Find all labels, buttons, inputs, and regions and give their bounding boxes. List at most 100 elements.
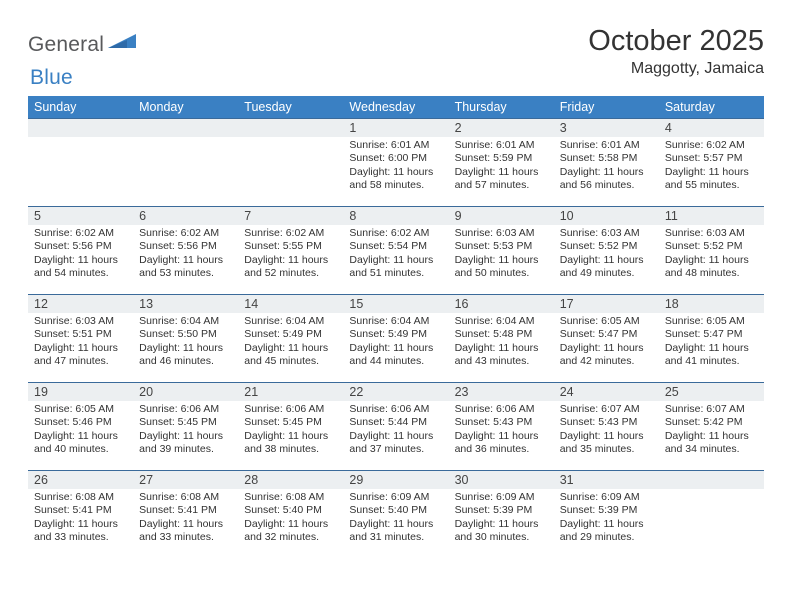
day-number: 12 [28,294,133,313]
calendar-day-cell: 10Sunrise: 6:03 AMSunset: 5:52 PMDayligh… [554,206,659,294]
sunset-line: Sunset: 5:43 PM [560,416,653,429]
sunset-line: Sunset: 5:49 PM [244,328,337,341]
daylight-line: Daylight: 11 hours and 34 minutes. [665,430,758,457]
daylight-line: Daylight: 11 hours and 55 minutes. [665,166,758,193]
daylight-line: Daylight: 11 hours and 51 minutes. [349,254,442,281]
sunset-line: Sunset: 5:45 PM [244,416,337,429]
calendar-table: SundayMondayTuesdayWednesdayThursdayFrid… [28,96,764,558]
sunset-line: Sunset: 5:56 PM [139,240,232,253]
logo: General [28,26,138,57]
calendar-day-cell: 23Sunrise: 6:06 AMSunset: 5:43 PMDayligh… [449,382,554,470]
sunrise-line: Sunrise: 6:07 AM [560,403,653,416]
calendar-day-cell: 22Sunrise: 6:06 AMSunset: 5:44 PMDayligh… [343,382,448,470]
day-number: 22 [343,382,448,401]
day-details: Sunrise: 6:08 AMSunset: 5:40 PMDaylight:… [238,489,343,547]
sunset-line: Sunset: 5:46 PM [34,416,127,429]
sunset-line: Sunset: 5:59 PM [455,152,548,165]
calendar-day-cell: 6Sunrise: 6:02 AMSunset: 5:56 PMDaylight… [133,206,238,294]
sunset-line: Sunset: 5:44 PM [349,416,442,429]
sunrise-line: Sunrise: 6:04 AM [244,315,337,328]
day-details: Sunrise: 6:06 AMSunset: 5:44 PMDaylight:… [343,401,448,459]
weekday-header: Wednesday [343,96,448,118]
daylight-line: Daylight: 11 hours and 57 minutes. [455,166,548,193]
sunrise-line: Sunrise: 6:09 AM [455,491,548,504]
day-number [238,118,343,137]
sunset-line: Sunset: 5:41 PM [139,504,232,517]
calendar-day-cell: 29Sunrise: 6:09 AMSunset: 5:40 PMDayligh… [343,470,448,558]
calendar-day-cell: 25Sunrise: 6:07 AMSunset: 5:42 PMDayligh… [659,382,764,470]
day-details [659,489,764,493]
day-number: 19 [28,382,133,401]
day-number [659,470,764,489]
sunrise-line: Sunrise: 6:04 AM [455,315,548,328]
day-details: Sunrise: 6:06 AMSunset: 5:45 PMDaylight:… [133,401,238,459]
calendar-day-cell: 18Sunrise: 6:05 AMSunset: 5:47 PMDayligh… [659,294,764,382]
sunrise-line: Sunrise: 6:02 AM [244,227,337,240]
sunset-line: Sunset: 5:57 PM [665,152,758,165]
calendar-day-cell: 27Sunrise: 6:08 AMSunset: 5:41 PMDayligh… [133,470,238,558]
calendar-day-cell [28,118,133,206]
calendar-day-cell: 14Sunrise: 6:04 AMSunset: 5:49 PMDayligh… [238,294,343,382]
day-details: Sunrise: 6:06 AMSunset: 5:43 PMDaylight:… [449,401,554,459]
daylight-line: Daylight: 11 hours and 30 minutes. [455,518,548,545]
sunrise-line: Sunrise: 6:05 AM [560,315,653,328]
calendar-week-row: 12Sunrise: 6:03 AMSunset: 5:51 PMDayligh… [28,294,764,382]
day-number: 6 [133,206,238,225]
daylight-line: Daylight: 11 hours and 35 minutes. [560,430,653,457]
day-number [133,118,238,137]
day-number: 13 [133,294,238,313]
sunset-line: Sunset: 5:58 PM [560,152,653,165]
daylight-line: Daylight: 11 hours and 44 minutes. [349,342,442,369]
day-details: Sunrise: 6:04 AMSunset: 5:49 PMDaylight:… [238,313,343,371]
daylight-line: Daylight: 11 hours and 43 minutes. [455,342,548,369]
calendar-day-cell: 31Sunrise: 6:09 AMSunset: 5:39 PMDayligh… [554,470,659,558]
day-details: Sunrise: 6:01 AMSunset: 6:00 PMDaylight:… [343,137,448,195]
sunset-line: Sunset: 5:47 PM [560,328,653,341]
day-number: 8 [343,206,448,225]
daylight-line: Daylight: 11 hours and 49 minutes. [560,254,653,281]
weekday-header: Saturday [659,96,764,118]
daylight-line: Daylight: 11 hours and 41 minutes. [665,342,758,369]
calendar-day-cell [133,118,238,206]
weekday-header: Tuesday [238,96,343,118]
weekday-header: Thursday [449,96,554,118]
sunset-line: Sunset: 5:39 PM [560,504,653,517]
daylight-line: Daylight: 11 hours and 39 minutes. [139,430,232,457]
calendar-body: 1Sunrise: 6:01 AMSunset: 6:00 PMDaylight… [28,118,764,558]
day-details: Sunrise: 6:05 AMSunset: 5:47 PMDaylight:… [659,313,764,371]
day-number: 27 [133,470,238,489]
calendar-day-cell: 16Sunrise: 6:04 AMSunset: 5:48 PMDayligh… [449,294,554,382]
calendar-day-cell: 24Sunrise: 6:07 AMSunset: 5:43 PMDayligh… [554,382,659,470]
day-details [28,137,133,141]
sunrise-line: Sunrise: 6:01 AM [455,139,548,152]
sunrise-line: Sunrise: 6:03 AM [665,227,758,240]
day-details: Sunrise: 6:06 AMSunset: 5:45 PMDaylight:… [238,401,343,459]
calendar-day-cell: 4Sunrise: 6:02 AMSunset: 5:57 PMDaylight… [659,118,764,206]
daylight-line: Daylight: 11 hours and 38 minutes. [244,430,337,457]
sunrise-line: Sunrise: 6:06 AM [349,403,442,416]
day-details: Sunrise: 6:03 AMSunset: 5:53 PMDaylight:… [449,225,554,283]
sunset-line: Sunset: 5:42 PM [665,416,758,429]
day-details: Sunrise: 6:02 AMSunset: 5:54 PMDaylight:… [343,225,448,283]
sunrise-line: Sunrise: 6:09 AM [349,491,442,504]
day-number: 23 [449,382,554,401]
calendar-day-cell: 7Sunrise: 6:02 AMSunset: 5:55 PMDaylight… [238,206,343,294]
day-details: Sunrise: 6:03 AMSunset: 5:52 PMDaylight:… [659,225,764,283]
daylight-line: Daylight: 11 hours and 50 minutes. [455,254,548,281]
sunrise-line: Sunrise: 6:08 AM [139,491,232,504]
sunset-line: Sunset: 5:45 PM [139,416,232,429]
day-number: 25 [659,382,764,401]
calendar-page: General October 2025 Maggotty, Jamaica B… [0,0,792,558]
day-number: 30 [449,470,554,489]
day-details: Sunrise: 6:09 AMSunset: 5:39 PMDaylight:… [554,489,659,547]
sunrise-line: Sunrise: 6:02 AM [665,139,758,152]
daylight-line: Daylight: 11 hours and 58 minutes. [349,166,442,193]
sunset-line: Sunset: 5:55 PM [244,240,337,253]
sunrise-line: Sunrise: 6:01 AM [349,139,442,152]
calendar-week-row: 1Sunrise: 6:01 AMSunset: 6:00 PMDaylight… [28,118,764,206]
title-block: October 2025 Maggotty, Jamaica [588,26,764,78]
calendar-day-cell: 13Sunrise: 6:04 AMSunset: 5:50 PMDayligh… [133,294,238,382]
day-details: Sunrise: 6:03 AMSunset: 5:52 PMDaylight:… [554,225,659,283]
location-label: Maggotty, Jamaica [588,60,764,78]
sunset-line: Sunset: 5:51 PM [34,328,127,341]
